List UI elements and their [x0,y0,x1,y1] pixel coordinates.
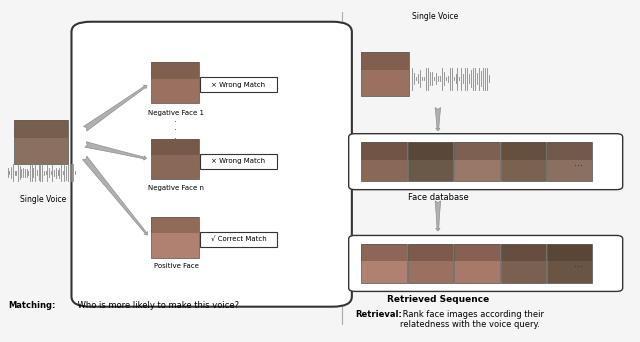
FancyBboxPatch shape [200,233,277,247]
Text: ...: ... [573,259,582,269]
FancyBboxPatch shape [151,63,199,103]
FancyBboxPatch shape [200,77,277,92]
Text: Rank face images according their
relatedness with the voice query.: Rank face images according their related… [399,310,543,329]
FancyBboxPatch shape [500,244,546,283]
FancyBboxPatch shape [362,52,409,70]
FancyBboxPatch shape [72,22,352,307]
FancyBboxPatch shape [408,142,453,160]
Text: Single Voice: Single Voice [412,12,458,21]
Text: Positive Face: Positive Face [154,263,198,269]
FancyBboxPatch shape [500,244,546,262]
FancyBboxPatch shape [349,235,623,291]
FancyBboxPatch shape [151,63,199,79]
Text: Matching:: Matching: [8,301,55,310]
FancyBboxPatch shape [454,244,500,283]
FancyBboxPatch shape [362,142,406,160]
FancyBboxPatch shape [362,244,406,262]
FancyBboxPatch shape [547,142,593,160]
Text: ...: ... [573,158,582,168]
Text: Who is more likely to make this voice?: Who is more likely to make this voice? [75,301,239,310]
Text: Negative Face n: Negative Face n [148,185,204,190]
Text: Retrieval:: Retrieval: [355,310,402,319]
FancyBboxPatch shape [362,52,409,96]
FancyBboxPatch shape [454,244,500,262]
FancyBboxPatch shape [547,142,593,181]
FancyBboxPatch shape [547,244,593,262]
FancyBboxPatch shape [408,244,453,262]
Text: Retrieved Sequence: Retrieved Sequence [387,295,489,304]
FancyBboxPatch shape [547,244,593,283]
Text: Face database: Face database [408,193,468,202]
FancyBboxPatch shape [200,154,277,169]
Text: × Wrong Match: × Wrong Match [211,158,266,164]
Text: × Wrong Match: × Wrong Match [211,82,266,88]
FancyBboxPatch shape [362,244,406,283]
FancyBboxPatch shape [454,142,500,181]
FancyBboxPatch shape [14,120,68,138]
FancyBboxPatch shape [349,134,623,190]
Text: Single Voice: Single Voice [20,195,66,204]
Text: ·
·
·: · · · [175,117,177,144]
FancyBboxPatch shape [454,142,500,160]
FancyBboxPatch shape [14,120,68,164]
FancyBboxPatch shape [362,142,406,181]
FancyBboxPatch shape [151,217,199,233]
FancyBboxPatch shape [408,244,453,283]
FancyBboxPatch shape [151,217,199,258]
Text: √ Correct Match: √ Correct Match [211,237,266,243]
FancyBboxPatch shape [500,142,546,181]
FancyBboxPatch shape [500,142,546,160]
Text: Negative Face 1: Negative Face 1 [148,110,204,116]
FancyBboxPatch shape [408,142,453,181]
FancyBboxPatch shape [151,139,199,180]
FancyBboxPatch shape [151,139,199,155]
